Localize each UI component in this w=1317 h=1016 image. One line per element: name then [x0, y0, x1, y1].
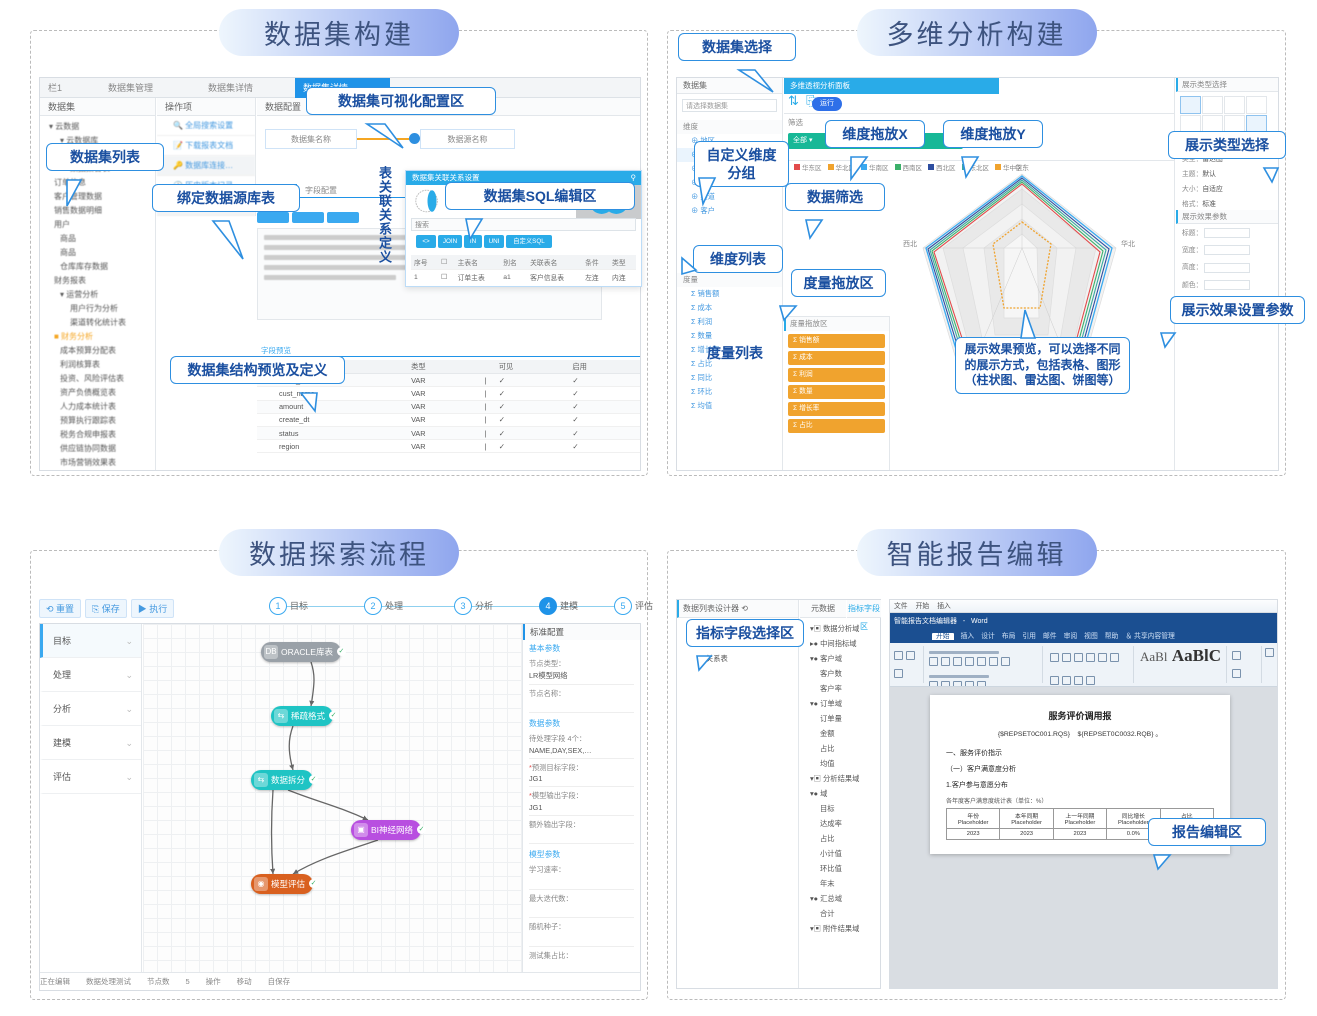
svg-text:西北: 西北	[903, 240, 917, 248]
svg-text:华东: 华东	[1015, 163, 1029, 172]
svg-text:华北: 华北	[1121, 239, 1135, 248]
